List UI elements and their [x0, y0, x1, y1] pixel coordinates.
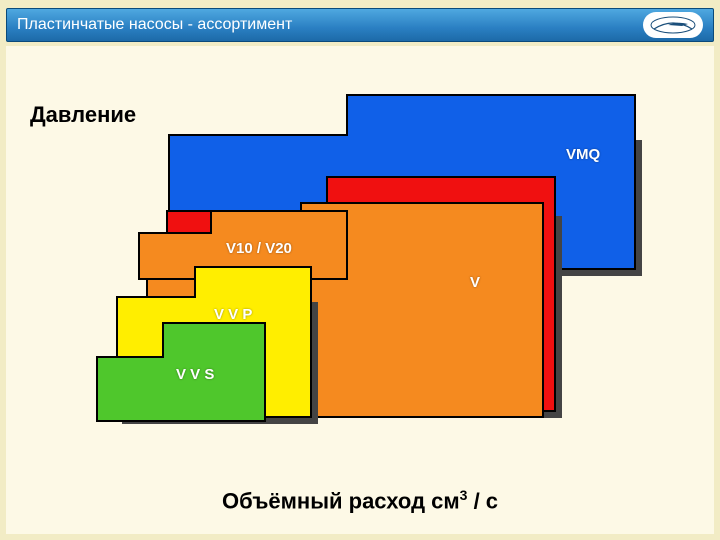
x-axis-label: Объёмный расход см3 / с — [6, 487, 714, 514]
folder-seam — [348, 134, 634, 136]
folder-label-v10v20: V10 / V20 — [226, 240, 292, 257]
folder-tab-vvp — [194, 266, 312, 298]
slide-title: Пластинчатые насосы - ассортимент — [17, 16, 643, 34]
folder-tab-v10v20 — [210, 210, 348, 234]
folder-label-vvs: V V S — [176, 366, 214, 383]
x-axis-prefix: Объёмный расход см — [222, 488, 460, 513]
logo-icon — [648, 15, 698, 35]
x-axis-suffix: / с — [467, 488, 498, 513]
folder-seam — [196, 296, 310, 298]
folder-label-v: V — [470, 274, 480, 291]
folder-tab-vmq — [346, 94, 636, 136]
slide: Пластинчатые насосы - ассортимент Давлен… — [0, 0, 720, 540]
folder-label-vvp: V V P — [214, 306, 252, 323]
folder-label-vmq: VMQ — [566, 146, 600, 163]
brand-logo — [643, 12, 703, 38]
content-area: Давление VMQVQVV10 / V20V V PV V S Объём… — [6, 46, 714, 534]
pump-range-chart: VMQVQVV10 / V20V V PV V S — [76, 94, 676, 474]
folder-tab-vvs — [162, 322, 266, 358]
folder-seam — [164, 356, 264, 358]
folder-seam — [212, 232, 346, 234]
title-bar: Пластинчатые насосы - ассортимент — [6, 8, 714, 42]
